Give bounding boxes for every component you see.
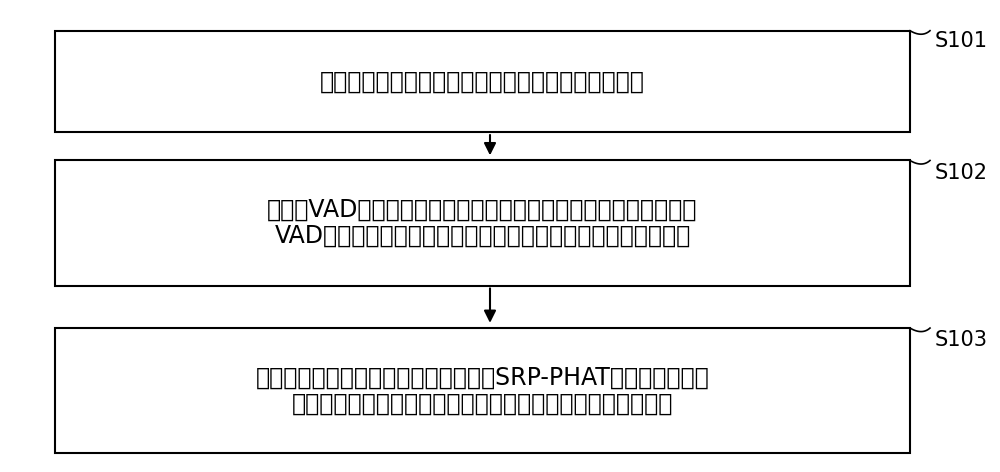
Bar: [55, 160, 910, 286]
Text: S101: S101: [935, 31, 988, 51]
Text: S102: S102: [935, 163, 988, 183]
Text: VAD检测过程中得到的语音相对噪声的似然比计算语音存在概率: VAD检测过程中得到的语音相对噪声的似然比计算语音存在概率: [274, 224, 691, 248]
Bar: [55, 328, 910, 453]
Text: 将参考麦克风接收的语音信号划分为至少一个子频带: 将参考麦克风接收的语音信号划分为至少一个子频带: [320, 69, 645, 93]
Text: S103: S103: [935, 330, 988, 350]
Text: 利用基于分频段的语音存在概率加权的SRP-PHAT算法计算麦克风: 利用基于分频段的语音存在概率加权的SRP-PHAT算法计算麦克风: [256, 366, 709, 389]
Text: 阵列的最大可控响应功率，并根据对应的角度确定声源的方向: 阵列的最大可控响应功率，并根据对应的角度确定声源的方向: [292, 392, 673, 415]
Bar: [55, 31, 910, 132]
Text: 若通过VAD检测所述语音信号中存在语音，则针对每个子频带根据: 若通过VAD检测所述语音信号中存在语音，则针对每个子频带根据: [267, 198, 698, 222]
